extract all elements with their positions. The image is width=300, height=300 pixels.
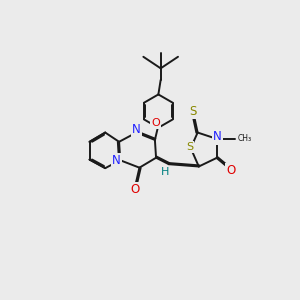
Text: O: O <box>130 183 140 196</box>
Text: CH₃: CH₃ <box>238 134 252 143</box>
Text: N: N <box>213 130 222 143</box>
Text: O: O <box>151 118 160 128</box>
Text: S: S <box>186 142 193 152</box>
Text: N: N <box>112 154 121 167</box>
Text: S: S <box>189 105 197 118</box>
Text: O: O <box>226 164 236 177</box>
Text: H: H <box>161 167 169 177</box>
Text: N: N <box>132 123 141 136</box>
